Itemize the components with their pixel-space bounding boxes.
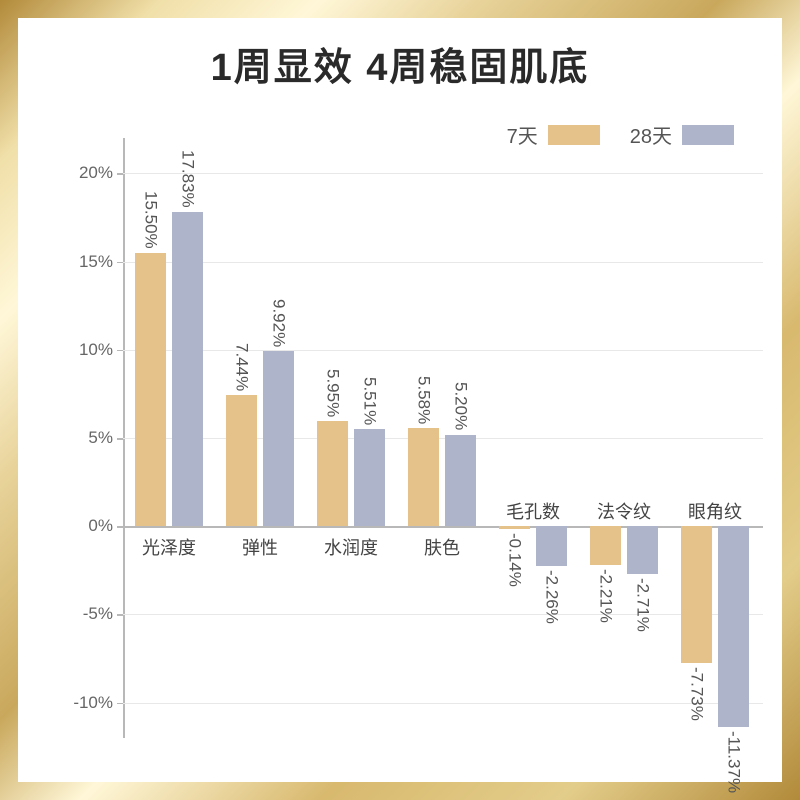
y-tick-label: 20%: [79, 163, 113, 183]
bar-value-label: 7.44%: [232, 343, 252, 391]
bar-value-label: -2.71%: [633, 578, 653, 632]
grid-line: [123, 614, 763, 615]
bar: [135, 253, 166, 527]
y-tick-label: 0%: [88, 516, 113, 536]
y-tick-label: -5%: [83, 604, 113, 624]
category-label: 水润度: [324, 534, 378, 560]
y-tick-label: 10%: [79, 340, 113, 360]
bar: [499, 526, 530, 528]
y-tick-mark: [117, 173, 123, 175]
bar: [536, 526, 567, 566]
bar-value-label: 9.92%: [269, 299, 289, 347]
zero-line: [123, 526, 763, 528]
bar-value-label: -11.37%: [724, 731, 744, 793]
bar: [317, 421, 348, 526]
category-label: 眼角纹: [688, 498, 742, 524]
bar-value-label: 5.20%: [451, 382, 471, 430]
grid-line: [123, 173, 763, 174]
bar-value-label: 5.58%: [414, 376, 434, 424]
category-label: 毛孔数: [506, 498, 560, 524]
y-tick-label: -10%: [73, 693, 113, 713]
bar-value-label: -2.21%: [596, 569, 616, 623]
bar: [354, 429, 385, 526]
bar: [408, 428, 439, 526]
bar-value-label: 5.51%: [360, 377, 380, 425]
bar: [627, 526, 658, 574]
bar: [263, 351, 294, 526]
category-label: 肤色: [424, 534, 460, 560]
category-label: 弹性: [242, 534, 278, 560]
grid-line: [123, 350, 763, 351]
bar: [718, 526, 749, 727]
y-tick-mark: [117, 614, 123, 616]
page-title: 1周显效 4周稳固肌底: [18, 36, 782, 91]
bar-value-label: -7.73%: [687, 667, 707, 721]
bar: [681, 526, 712, 662]
gold-frame: 1周显效 4周稳固肌底 7天 28天 -10%-5%0%5%10%15%20%1…: [0, 0, 800, 800]
grid-line: [123, 262, 763, 263]
y-tick-mark: [117, 350, 123, 352]
y-tick-mark: [117, 703, 123, 705]
bar: [445, 435, 476, 527]
bar: [590, 526, 621, 565]
y-tick-mark: [117, 438, 123, 440]
bar-value-label: -2.26%: [542, 570, 562, 624]
bar-value-label: 15.50%: [141, 191, 161, 249]
bar-value-label: 5.95%: [323, 369, 343, 417]
bar-chart: -10%-5%0%5%10%15%20%15.50%17.83%光泽度7.44%…: [123, 138, 763, 738]
grid-line: [123, 703, 763, 704]
bar: [226, 395, 257, 526]
category-label: 光泽度: [142, 534, 196, 560]
bar-value-label: -0.14%: [505, 533, 525, 587]
grid-line: [123, 438, 763, 439]
chart-card: 1周显效 4周稳固肌底 7天 28天 -10%-5%0%5%10%15%20%1…: [18, 18, 782, 782]
y-tick-mark: [117, 262, 123, 264]
bar: [172, 212, 203, 527]
y-tick-mark: [117, 526, 123, 528]
bar-value-label: 17.83%: [178, 150, 198, 208]
category-label: 法令纹: [597, 498, 651, 524]
y-tick-label: 5%: [88, 428, 113, 448]
y-tick-label: 15%: [79, 252, 113, 272]
